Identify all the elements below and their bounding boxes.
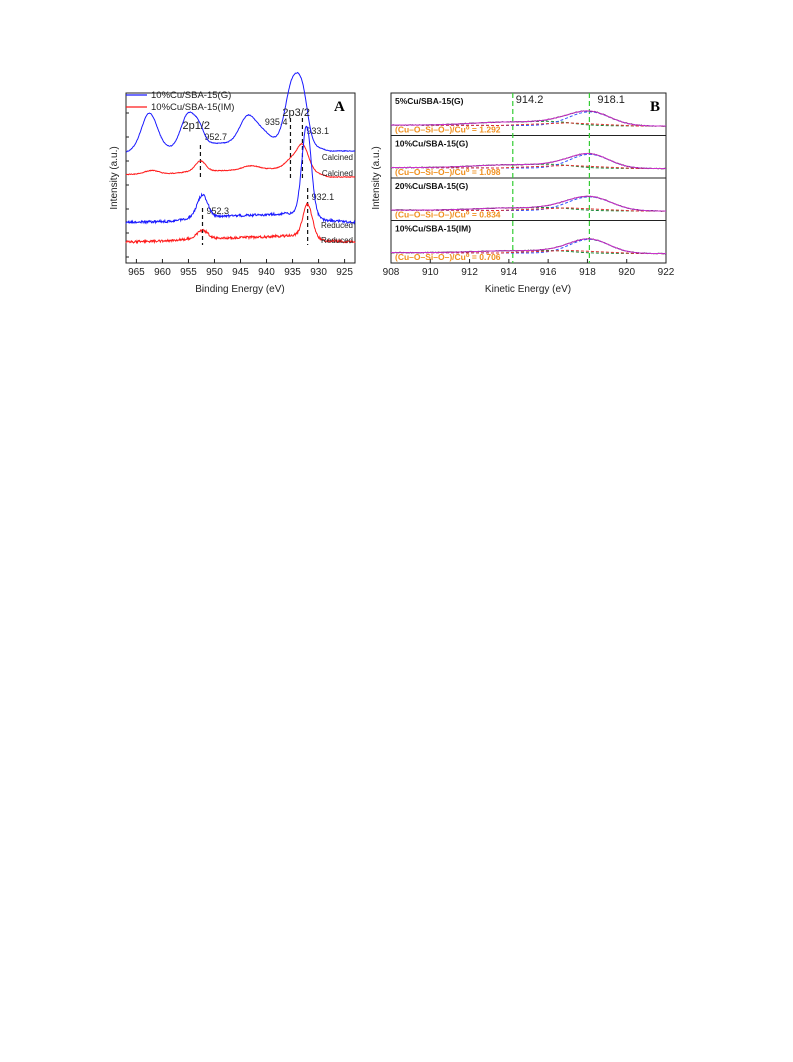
panel-a-tick-label: 960 [154, 267, 171, 278]
panel-a-y-axis-title: Intensity (a.u.) [109, 146, 120, 209]
series-state-label: Calcined [322, 153, 353, 162]
legend-label-im: 10%Cu/SBA-15(IM) [151, 102, 234, 113]
fit-background [390, 122, 666, 127]
panel-b-x-axis-title: Kinetic Energy (eV) [485, 284, 571, 295]
panel-b-x-ticks: 908 910 912 914 916 918 920 922 [383, 259, 675, 278]
panel-a-tick-label: 945 [232, 267, 249, 278]
panel-a-annotations: Calcined Calcined Reduced Reduced 2p1/2 2p3/2 [182, 107, 353, 245]
panel-b-subpanel-dividers [391, 135, 666, 221]
panel-b-tick-label: 922 [658, 267, 675, 278]
panel-b-tick-label: 912 [461, 267, 478, 278]
peak-label: 2p3/2 [282, 107, 310, 119]
spectrum-im-reduced [125, 202, 356, 245]
subpanel-ratio: (Cu–O–Si–O–)/Cu⁰ = 0.834 [395, 210, 501, 220]
peak-label: 2p1/2 [182, 120, 210, 132]
panel-b-y-axis-title: Intensity (a.u.) [371, 146, 382, 209]
subpanel-sample-name: 10%Cu/SBA-15(IM) [395, 224, 471, 234]
legend-label-g: 10%Cu/SBA-15(G) [151, 90, 231, 101]
panel-b: 914.2 918.1 908 910 912 914 916 918 920 922 5%Cu… [371, 92, 675, 295]
panel-a-tick-label: 955 [180, 267, 197, 278]
panel-b-tick-label: 914 [501, 267, 518, 278]
panel-b-tick-label: 920 [618, 267, 635, 278]
panel-b-tick-label: 908 [383, 267, 400, 278]
dashed-marker-value: 935.4 [265, 117, 288, 127]
subpanel-ratio: (Cu–O–Si–O–)/Cu⁰ = 1.098 [395, 167, 501, 177]
panel-b-tick-label: 910 [422, 267, 439, 278]
panel-b-spectra [390, 110, 667, 255]
panel-a-tick-label: 925 [336, 267, 353, 278]
spectrum-g-reduced [125, 125, 356, 225]
panel-a-legend: 10%Cu/SBA-15(G) 10%Cu/SBA-15(IM) [126, 90, 234, 113]
panel-a-x-ticks: 965 960 955 950 945 940 935 930 925 [126, 112, 353, 278]
panel-a-letter: A [334, 99, 345, 115]
panel-a-x-axis-title: Binding Energy (eV) [195, 284, 285, 295]
panel-a-tick-label: 950 [206, 267, 223, 278]
subpanel-ratio: (Cu–O–Si–O–)/Cu⁰ = 1.292 [395, 125, 501, 135]
subpanel-sample-name: 5%Cu/SBA-15(G) [395, 96, 464, 106]
reference-line-value: 918.1 [597, 94, 625, 106]
fit-envelope [390, 238, 666, 255]
panel-b-tick-label: 916 [540, 267, 557, 278]
fit-envelope [391, 152, 666, 170]
panel-b-letter: B [650, 99, 660, 115]
panel-b-subpanel-labels: 5%Cu/SBA-15(G) (Cu–O–Si–O–)/Cu⁰ = 1.292 10… [395, 96, 501, 262]
panel-a-tick-label: 930 [310, 267, 327, 278]
reference-line-value: 914.2 [516, 94, 544, 106]
panel-a-tick-label: 935 [284, 267, 301, 278]
panel-b-tick-label: 918 [579, 267, 596, 278]
dashed-marker-value: 952.3 [207, 206, 230, 216]
dashed-marker-value: 952.7 [204, 132, 227, 142]
fit-envelope [391, 110, 666, 127]
panel-a-spectra [125, 71, 356, 245]
series-state-label: Reduced [321, 236, 353, 245]
panel-a-tick-label: 965 [128, 267, 145, 278]
subpanel-ratio: (Cu–O–Si–O–)/Cu⁰ = 0.706 [395, 252, 501, 262]
series-state-label: Calcined [322, 169, 353, 178]
dashed-marker-value: 933.1 [306, 126, 329, 136]
panel-a-tick-label: 940 [258, 267, 275, 278]
spectrum-im-calcined [125, 142, 356, 179]
series-state-label: Reduced [321, 221, 353, 230]
panel-a-dashed-markers: 952.7 935.4 933.1 952.3 932.1 [199, 117, 335, 245]
fit-envelope [391, 195, 666, 212]
dashed-marker-value: 932.1 [312, 192, 335, 202]
subpanel-sample-name: 20%Cu/SBA-15(G) [395, 181, 468, 191]
panel-a: 965 960 955 950 945 940 935 930 925 952.7 935.4 93… [109, 71, 356, 295]
subpanel-sample-name: 10%Cu/SBA-15(G) [395, 139, 468, 149]
spectrum-g-calcined [125, 71, 356, 153]
